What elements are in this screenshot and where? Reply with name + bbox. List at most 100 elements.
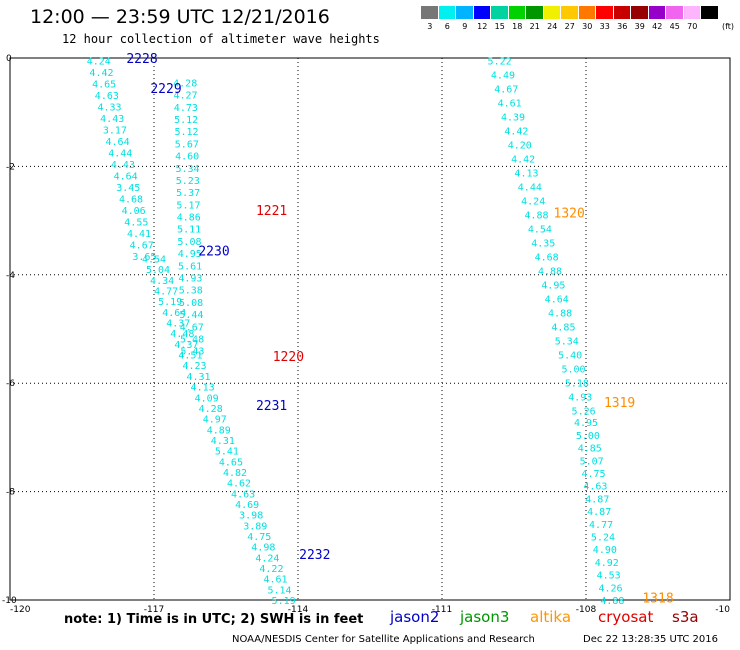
color-swatch-box xyxy=(456,6,474,19)
wave-height-value: 4.31 xyxy=(211,436,235,447)
color-swatch-box xyxy=(491,6,509,19)
wave-height-value: 4.24 xyxy=(521,197,545,208)
footer-timestamp: Dec 22 13:28:35 UTC 2016 xyxy=(583,634,718,645)
pass-number-label: 2232 xyxy=(299,548,330,563)
wave-height-value: 4.77 xyxy=(154,287,178,298)
wave-height-value: 5.23 xyxy=(176,176,200,187)
wave-height-value: 4.88 xyxy=(538,266,562,277)
legend-entry-jason3: jason3 xyxy=(460,608,510,626)
wave-height-value: 4.09 xyxy=(195,393,219,404)
wave-height-value: 4.82 xyxy=(223,468,247,479)
wave-height-value: 4.67 xyxy=(130,240,154,251)
color-swatch-label: 70 xyxy=(687,22,698,31)
wave-height-value: 4.85 xyxy=(578,444,602,455)
x-tick-label: -108 xyxy=(576,605,597,615)
wave-height-value: 4.62 xyxy=(227,479,251,490)
wave-height-value: 4.22 xyxy=(259,564,283,575)
wave-height-value: 4.48 xyxy=(170,329,194,340)
wave-height-value: 5.41 xyxy=(215,447,239,458)
wave-height-value: 4.64 xyxy=(106,137,130,148)
color-swatch-box xyxy=(543,6,561,19)
y-tick-label: -8 xyxy=(6,488,15,498)
color-swatch-label: 18 xyxy=(512,22,523,31)
wave-height-value: 4.68 xyxy=(535,252,559,263)
wave-height-value: 4.42 xyxy=(504,127,528,138)
color-swatch: 42 xyxy=(648,6,666,31)
wave-height-value: 4.43 xyxy=(111,160,135,171)
page-title: 12:00 — 23:59 UTC 12/21/2016 xyxy=(30,6,330,28)
wave-height-value: 4.87 xyxy=(587,507,611,518)
wave-height-value: 4.93 xyxy=(568,392,592,403)
wave-height-value: 4.64 xyxy=(162,308,186,319)
wave-height-value: 5.00 xyxy=(576,431,600,442)
wave-height-value: 4.63 xyxy=(231,489,255,500)
color-swatch-label: 6 xyxy=(444,22,450,31)
color-swatch-label: 21 xyxy=(529,22,540,31)
color-swatch-box xyxy=(648,6,666,19)
wave-height-value: 5.26 xyxy=(572,406,596,417)
color-swatch-box xyxy=(683,6,701,19)
wave-height-value: 4.87 xyxy=(585,494,609,505)
wave-height-value: 4.89 xyxy=(207,425,231,436)
wave-height-value: 5.61 xyxy=(178,261,202,272)
wave-height-value: 4.98 xyxy=(251,543,275,554)
wave-height-value: 3.17 xyxy=(103,126,127,137)
wave-height-value: 4.13 xyxy=(514,169,538,180)
note-text: note: 1) Time is in UTC; 2) SWH is in fe… xyxy=(64,612,364,627)
wave-height-value: 4.67 xyxy=(180,322,204,333)
color-swatch: 39 xyxy=(631,6,649,31)
color-swatch-box xyxy=(508,6,526,19)
color-swatch: 45 xyxy=(666,6,684,31)
color-swatch: 15 xyxy=(491,6,509,31)
color-swatch-box xyxy=(473,6,491,19)
legend-entry-jason2: jason2 xyxy=(390,608,440,626)
wave-height-value: 4.68 xyxy=(119,194,143,205)
color-swatch: 18 xyxy=(508,6,526,31)
wave-height-value: 4.86 xyxy=(177,213,201,224)
pass-number-label: 2231 xyxy=(256,399,287,414)
wave-height-value: 4.60 xyxy=(175,152,199,163)
color-scale-unit: (ft) xyxy=(722,22,735,31)
wave-height-value: 3.89 xyxy=(243,521,267,532)
wave-height-value: 5.12 xyxy=(174,115,198,126)
wave-height-value: 3.98 xyxy=(239,511,263,522)
color-swatch-label: 45 xyxy=(669,22,680,31)
wave-height-value: 4.39 xyxy=(501,113,525,124)
wave-height-value: 4.63 xyxy=(95,91,119,102)
pass-number-label: 2228 xyxy=(126,52,157,67)
color-swatch-label: 12 xyxy=(477,22,488,31)
wave-height-value: 4.55 xyxy=(124,217,148,228)
wave-height-value: 4.75 xyxy=(581,469,605,480)
y-tick-label: -6 xyxy=(6,379,15,389)
y-tick-label: 0 xyxy=(6,54,12,64)
color-swatch-label: 39 xyxy=(634,22,645,31)
wave-height-value: 4.69 xyxy=(235,500,259,511)
wave-height-value: 4.41 xyxy=(127,229,151,240)
wave-height-value: 5.67 xyxy=(175,139,199,150)
x-tick-label: -10 xyxy=(715,605,730,615)
wave-height-value: 4.26 xyxy=(598,583,622,594)
map-frame xyxy=(9,57,731,601)
wave-height-value: 4.95 xyxy=(541,280,565,291)
pass-number-label: 1318 xyxy=(642,591,673,606)
wave-height-value: 4.44 xyxy=(518,183,542,194)
pass-number-label: 1320 xyxy=(554,206,585,221)
wave-height-value: 4.51 xyxy=(178,351,202,362)
color-swatch-label: 15 xyxy=(494,22,505,31)
x-tick-label: -114 xyxy=(288,605,309,615)
wave-height-value: 4.90 xyxy=(593,545,617,556)
y-tick-label: -2 xyxy=(6,162,15,172)
wave-height-value: 5.34 xyxy=(175,164,199,175)
wave-height-value: 4.92 xyxy=(595,558,619,569)
wave-height-value: 4.37 xyxy=(166,319,190,330)
wave-height-value: 4.31 xyxy=(187,372,211,383)
color-swatch-box xyxy=(596,6,614,19)
pass-number-label: 1220 xyxy=(273,350,304,365)
color-swatch-label: 24 xyxy=(547,22,558,31)
color-swatch-label: 30 xyxy=(582,22,593,31)
wave-height-value: 5.40 xyxy=(558,350,582,361)
wave-height-value: 5.48 xyxy=(180,334,204,345)
wave-height-value: 4.64 xyxy=(114,171,138,182)
color-swatch-label: 3 xyxy=(427,22,433,31)
color-swatch-box xyxy=(438,6,456,19)
